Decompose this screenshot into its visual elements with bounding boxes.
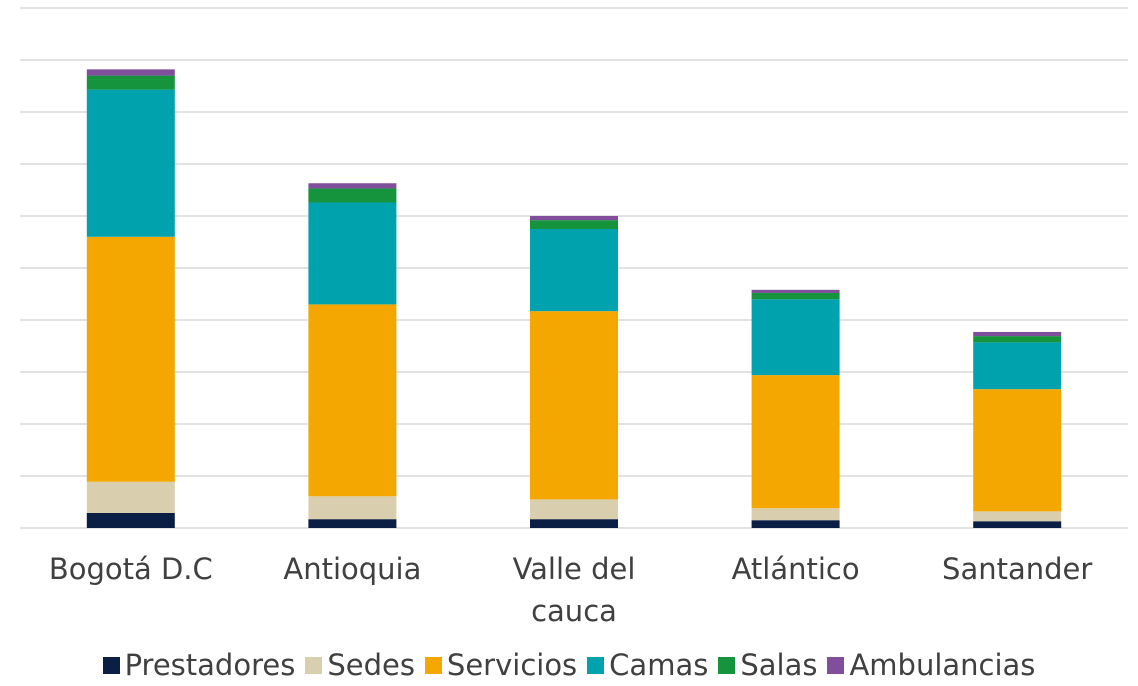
bar-segment [86,481,175,513]
bar-segment [530,220,618,229]
legend-swatch [718,656,736,674]
legend-item: Sedes [305,648,415,682]
bar-segment [308,496,397,520]
bar-segment [973,342,1062,390]
legend-item: Prestadores [102,648,296,682]
legend-item: Ambulancias [827,648,1035,682]
bar-segment [308,202,397,305]
bar-segment [308,304,397,497]
legend-swatch [827,656,845,674]
bar-segment [308,519,397,528]
plot [20,7,1128,529]
bar-segment [530,499,618,520]
legend-swatch [587,656,605,674]
x-tick-label: Antioquia [283,552,422,586]
legend-label: Prestadores [124,648,296,682]
bar-segment [751,520,840,528]
bar-segment [530,229,618,312]
bar-segment [973,521,1062,528]
bar-segment [86,512,175,528]
bar-segment [530,311,618,500]
x-tick-label: Valle del cauca [512,552,636,628]
legend-swatch [102,656,120,674]
bar-segment [973,336,1062,343]
bar-segment [751,375,840,509]
bar-segment [86,236,175,482]
legend-label: Servicios [446,648,578,682]
bar-segment [86,89,175,237]
bar-segment [751,292,840,300]
bar-segment [308,188,397,203]
legend-label: Sedes [327,648,415,682]
legend-item: Camas [587,648,708,682]
bar-segment [530,216,618,221]
legend-label: Salas [740,648,818,682]
bar-segment [973,511,1062,522]
x-tick-label: Atlántico [731,552,860,586]
legend-label: Ambulancias [849,648,1036,682]
legend-swatch [305,656,323,674]
bar-segment [751,508,840,521]
bar-segment [973,331,1062,337]
legend-item: Salas [718,648,817,682]
legend: Prestadores Sedes Servicios Camas Salas Ambul… [0,648,1138,682]
legend-label: Camas [609,648,709,682]
bar-segment [751,299,840,376]
bar-segment [86,69,175,76]
legend-swatch [424,656,442,674]
bar-segment [973,389,1062,512]
x-tick-label: Santander [942,552,1093,586]
legend-item: Servicios [424,648,578,682]
bar-segment [86,75,175,90]
x-tick-label: Bogotá D.C [48,552,213,586]
bar-segment [308,183,397,189]
bar-segment [751,289,840,293]
bar-segment [530,519,618,528]
